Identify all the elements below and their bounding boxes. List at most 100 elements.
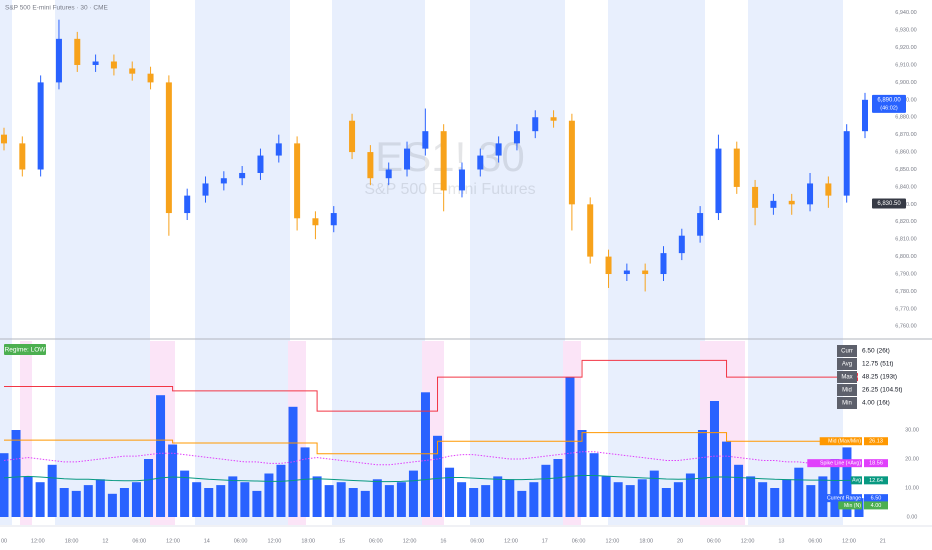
stats-key: Min (842, 401, 852, 407)
candle-body (257, 155, 264, 173)
stats-key-cell (837, 371, 857, 383)
candle-body (239, 172, 246, 179)
range-bar (0, 453, 9, 517)
range-bar (505, 479, 515, 517)
range-bar (252, 490, 262, 517)
price-label: 6,890.00 (877, 97, 901, 103)
y-tick-label: 6,880.00 (895, 115, 916, 121)
candle-body (623, 270, 630, 275)
candle-body (55, 38, 62, 83)
level-name: Avg (852, 478, 861, 484)
x-tick-label: 12:00 (842, 538, 856, 544)
candle-body (275, 143, 282, 156)
x-tick-label: 06:00 (369, 538, 383, 544)
y-tick-label: 6,900.00 (895, 80, 916, 86)
range-bar (23, 476, 33, 517)
y-tick-label: 6,870.00 (895, 132, 916, 138)
level-value: 6.50 (871, 496, 882, 502)
candle-body (568, 120, 575, 205)
x-tick-label: 12 (102, 538, 108, 544)
level-name: Spike Line (×Avg) (820, 461, 861, 467)
candle-body (330, 213, 337, 226)
range-bar (35, 482, 45, 517)
x-tick-label: 12:00 (741, 538, 755, 544)
stats-value: 48.25 (193t) (862, 374, 897, 381)
range-bar (661, 488, 671, 517)
candle-body (697, 213, 704, 236)
range-bar (156, 395, 166, 517)
level-value-box (864, 437, 888, 446)
candle-body (110, 61, 117, 69)
level-value-box (864, 476, 888, 485)
level-line (4, 359, 859, 412)
y-tick-label: 30.00 (905, 427, 919, 433)
candle-body (349, 120, 356, 153)
y-tick-label: 6,760.00 (895, 324, 916, 330)
range-bar (420, 392, 430, 517)
y-tick-label: 10.00 (905, 485, 919, 491)
watermark-subtitle: S&P 500 E-mini Futures (364, 181, 535, 198)
range-bar (794, 467, 804, 517)
stats-value-cell (858, 345, 926, 357)
range-bar (697, 430, 707, 517)
range-bar (83, 485, 93, 517)
y-tick-label: 6,850.00 (895, 167, 916, 173)
price-label: 6,830.50 (877, 201, 901, 207)
x-tick-label: 18:00 (65, 538, 79, 544)
x-tick-label: 00 (1, 538, 7, 544)
range-bar (565, 377, 575, 517)
y-tick-label: 6,920.00 (895, 45, 916, 51)
stats-value: 6.50 (26t) (862, 348, 890, 355)
level-value-box (864, 494, 888, 503)
x-tick-label: 15 (339, 538, 345, 544)
range-bar (806, 485, 816, 517)
range-bar (360, 490, 370, 517)
level-name: Mid (Max/Min) (828, 439, 861, 445)
range-bar (336, 482, 346, 517)
candle-body (37, 82, 44, 170)
candle-body (770, 200, 777, 208)
range-bar (204, 488, 214, 517)
y-tick-label: 6,820.00 (895, 219, 916, 225)
range-bar (300, 447, 310, 517)
candle-body (825, 183, 832, 196)
level-name: Current Range (827, 496, 861, 502)
range-bar (372, 479, 382, 517)
range-bar (782, 479, 792, 517)
candle-body (605, 256, 612, 275)
x-tick-label: 12:00 (31, 538, 45, 544)
range-bar (180, 470, 190, 517)
candle-body (147, 73, 154, 83)
x-tick-label: 12:00 (166, 538, 180, 544)
range-bar (312, 476, 322, 517)
stats-key: Mid (842, 388, 852, 394)
range-bar (228, 476, 238, 517)
range-bar (59, 488, 69, 517)
range-bar (384, 485, 394, 517)
range-bar (47, 464, 57, 517)
range-bar (553, 459, 563, 517)
stats-value-cell (858, 384, 926, 396)
candle-body (220, 178, 227, 184)
range-bar (734, 464, 744, 517)
stats-key-cell (837, 358, 857, 370)
range-bar (192, 482, 202, 517)
stats-key-cell (837, 345, 857, 357)
stats-value-cell (858, 371, 926, 383)
x-tick-label: 12:00 (606, 538, 620, 544)
candle-body (862, 99, 868, 132)
chart-title: S&P 500 E-mini Futures · 30 · CME (5, 5, 108, 12)
stats-value: 26.25 (104.5t) (862, 387, 902, 394)
y-tick-label: 6,930.00 (895, 28, 916, 34)
session-bands (0, 0, 843, 525)
y-tick-label: 6,800.00 (895, 254, 916, 260)
candle-body (788, 200, 795, 205)
watermark: ES1! 30 (375, 133, 524, 180)
stats-value-cell (858, 397, 926, 409)
range-bar (830, 459, 840, 517)
y-tick-label: 20.00 (905, 456, 919, 462)
y-tick-label: 6,770.00 (895, 306, 916, 312)
range-bar (493, 476, 503, 517)
